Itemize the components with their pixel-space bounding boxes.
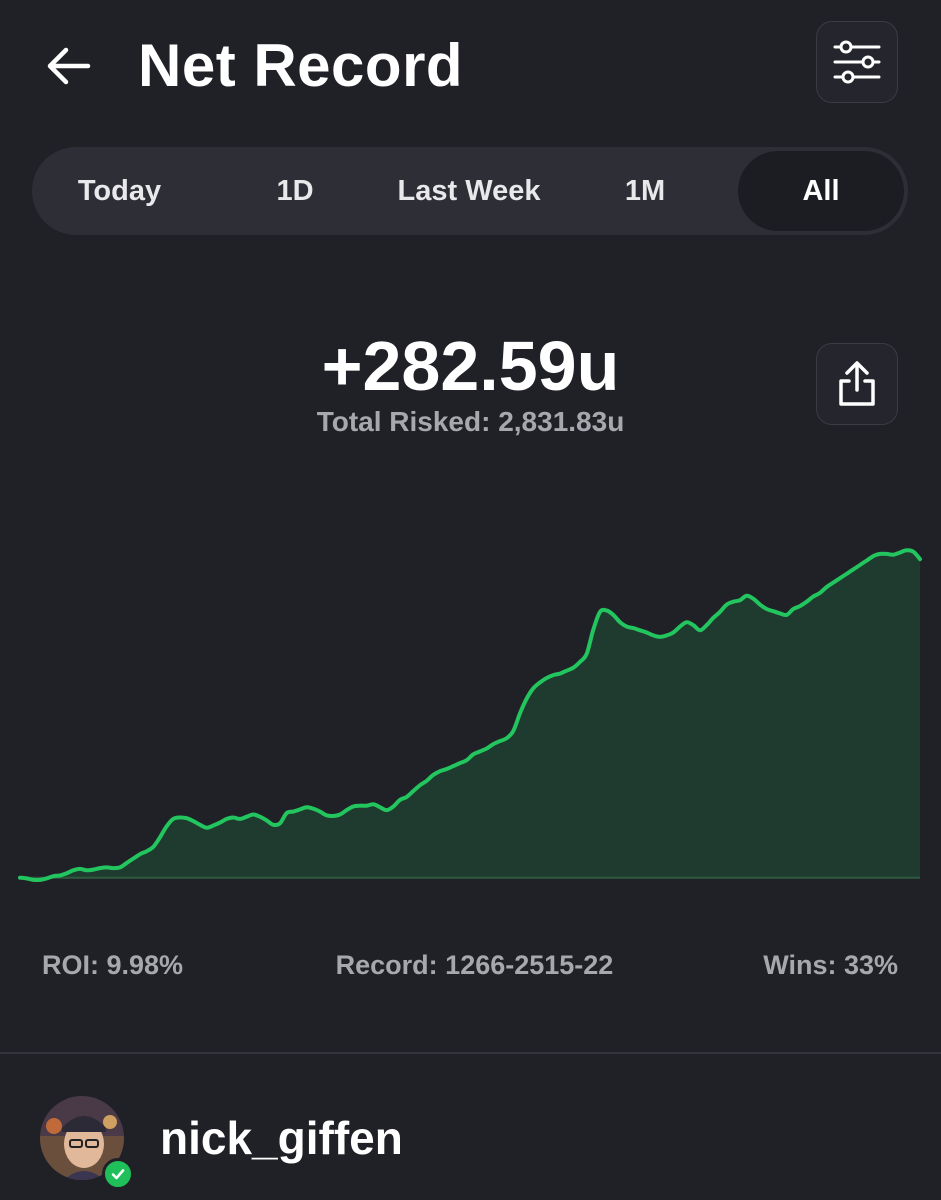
sliders-icon: [833, 40, 881, 84]
stat-roi: ROI: 9.98%: [42, 950, 184, 980]
tab-1d[interactable]: 1D: [276, 174, 314, 207]
check-badge-icon: [111, 1169, 125, 1180]
tab-today[interactable]: Today: [77, 174, 162, 207]
tab-1m[interactable]: 1M: [624, 174, 666, 207]
profile-row: nick_giffen: [0, 1090, 941, 1200]
header: Net Record: [0, 0, 941, 130]
share-button[interactable]: [816, 343, 898, 425]
net-units-text: +282.59u: [321, 327, 620, 405]
share-icon: [839, 361, 875, 406]
filter-button[interactable]: [816, 21, 898, 103]
chart-area-fill: [20, 550, 920, 881]
back-button[interactable]: [40, 38, 96, 94]
stats-row: ROI: 9.98% Record: 1266-2515-22 Wins: 33…: [0, 950, 941, 990]
verified-badge: [102, 1158, 134, 1190]
net-units: +282.59u: [0, 326, 941, 406]
avatar-image: [40, 1096, 124, 1180]
stat-record: Record: 1266-2515-22: [335, 950, 614, 980]
net-record-chart: [18, 548, 922, 883]
tab-last-week[interactable]: Last Week: [397, 174, 541, 207]
total-risked: Total Risked: 2,831.83u: [316, 406, 625, 437]
page-title: Net Record: [138, 32, 464, 99]
divider: [0, 1052, 941, 1054]
chart-series-line: [18, 548, 922, 883]
username[interactable]: nick_giffen: [160, 1112, 403, 1164]
arrow-left-icon: [47, 47, 91, 85]
tab-all[interactable]: All: [738, 151, 904, 231]
stat-wins: Wins: 33%: [763, 950, 898, 980]
time-range-tabs: Today 1D Last Week 1M All: [32, 147, 908, 235]
